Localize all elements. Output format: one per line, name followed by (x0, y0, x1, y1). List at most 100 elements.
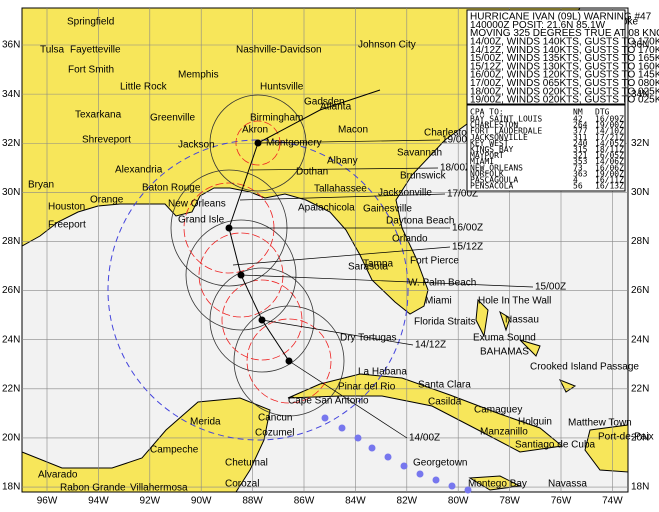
place-label: Savannah (397, 148, 442, 159)
place-label: Cancun (258, 413, 292, 424)
lat-label: 22N (631, 383, 649, 394)
cpa-cell: 14/10Z (595, 127, 624, 136)
cpa-cell: 16/13Z (595, 182, 624, 191)
cpa-cell: 18/11Z (595, 145, 624, 154)
cpa-cell: 73 (573, 163, 583, 172)
cpa-cell: PASCAGOULA (470, 176, 518, 185)
lon-label: 92W (140, 496, 161, 507)
place-label: Apalachicola (298, 203, 355, 214)
place-label: Greenville (150, 113, 195, 124)
place-label: Grand Isle (178, 215, 225, 226)
lat-label: 36N (2, 40, 20, 51)
place-label: Jacksonville (378, 188, 432, 199)
place-label: Macon (338, 125, 368, 136)
lat-label: 32N (631, 138, 649, 149)
place-label: Cape San Antonio (288, 396, 369, 407)
place-label: Port-de-Paix (598, 432, 654, 443)
mexico (21, 397, 271, 493)
lon-label: 88W (242, 496, 263, 507)
wind-radius-red (221, 279, 303, 361)
lon-label: 74W (602, 496, 623, 507)
place-label: Santiago de Cuba (515, 440, 596, 451)
cpa-cell: 363 (573, 169, 588, 178)
forecast-label: 17/00Z (447, 189, 478, 200)
forecast-label: 14/12Z (415, 340, 446, 351)
warning-line: 16/00Z, WINDS 120KTS, GUSTS TO 145KTS (470, 70, 659, 81)
forecast-label: 14/00Z (409, 433, 440, 444)
cpa-cell: 42 (573, 115, 583, 124)
cpa-cell: BAY_SAINT_LOUIS (470, 115, 542, 124)
cpa-cell: PENSACOLA (470, 182, 514, 191)
lon-label: 84W (345, 496, 366, 507)
lon-label: 78W (499, 496, 520, 507)
leader (240, 274, 534, 288)
place-label: Villahermosa (130, 483, 188, 494)
cpa-cell: JACKSONVILLE (470, 133, 528, 142)
boxes-text: HURRICANE IVAN (09L) WARNING #47140000Z … (470, 12, 659, 191)
cpa-cell: 377 (573, 127, 588, 136)
place-label: Dothan (296, 167, 328, 178)
place-label: Tallahassee (314, 184, 367, 195)
danger-area (107, 139, 409, 441)
place-label: Gainesville (363, 204, 412, 215)
lat-label: 32N (2, 138, 20, 149)
place-label: Huntsville (260, 82, 304, 93)
wind-radius (185, 219, 297, 331)
land (21, 7, 629, 493)
lon-label: 76W (551, 496, 572, 507)
place-label: Chetumal (225, 458, 268, 469)
place-label: Freeport (48, 220, 86, 231)
lat-label: 24N (2, 334, 20, 345)
place-label: Orange (90, 195, 124, 206)
place-label: Gadsden (304, 97, 345, 108)
lat-label: 26N (2, 285, 20, 296)
place-label: Daytona Beach (386, 216, 454, 227)
graticule: 96W 94W 92W 90W 88W 86W 84W 82W 80W 78W 76W 74W 36N 3… (2, 8, 649, 507)
cpa-cell: 4 (573, 176, 578, 185)
place-label: Nashville-Davidson (236, 45, 322, 56)
storm-track (107, 89, 534, 494)
place-label: Springfield (67, 17, 114, 28)
past-position (354, 434, 362, 442)
past-position (321, 414, 329, 422)
cpa-cell: 315 (573, 145, 588, 154)
past-position (384, 453, 392, 461)
bahamas (475, 298, 577, 393)
past-position (416, 470, 424, 478)
place-label: Hole In The Wall (478, 296, 551, 307)
place-label: Montgomery (266, 138, 322, 149)
place-label: Albany (327, 156, 358, 167)
wind-radius (209, 267, 315, 373)
cpa-header: NM (573, 108, 583, 117)
cpa-cell: KINGS_BAY (470, 145, 514, 154)
warning-box (466, 9, 626, 105)
forecast-label: 19/00Z (442, 135, 473, 146)
warning-line: 140000Z POSIT: 21.6N 85.1W (470, 20, 606, 31)
cpa-cell: 16/05Z (595, 151, 624, 160)
cpa-cell: 311 (573, 133, 588, 142)
cpa-cell: 14/05Z (595, 139, 624, 148)
place-label: Alexandria (115, 165, 163, 176)
warning-line: 19/00Z, WINDS 020KTS, GUSTS TO 025KTS (470, 95, 659, 106)
cpa-header: CPA TO: (470, 108, 504, 117)
wind-radius-red (198, 232, 284, 318)
warning-line: HURRICANE IVAN (09L) WARNING #47 (470, 12, 652, 23)
lon-label: 80W (448, 496, 469, 507)
cpa-cell: 16/09Z (595, 115, 624, 124)
lat-label: 30N (631, 187, 649, 198)
forecast-label: 16/00Z (452, 223, 483, 234)
place-label: Atlanta (320, 102, 352, 113)
place-label: Georgetown (413, 458, 467, 469)
cpa-cell: NORFOLK (470, 169, 504, 178)
warning-line: 17/00Z, WINDS 065KTS, GUSTS TO 080KTS (470, 78, 659, 89)
cpa-cell: 56 (573, 182, 583, 191)
past-position (464, 486, 472, 494)
place-label: Jackson (178, 140, 215, 151)
place-label: Exuma Sound (473, 333, 536, 344)
lat-label: 18N (2, 482, 20, 493)
cpa-header: DTG (595, 108, 610, 117)
lat-label: 24N (631, 334, 649, 345)
place-label: Campeche (150, 445, 199, 456)
place-label: Matthew Town (568, 418, 632, 429)
